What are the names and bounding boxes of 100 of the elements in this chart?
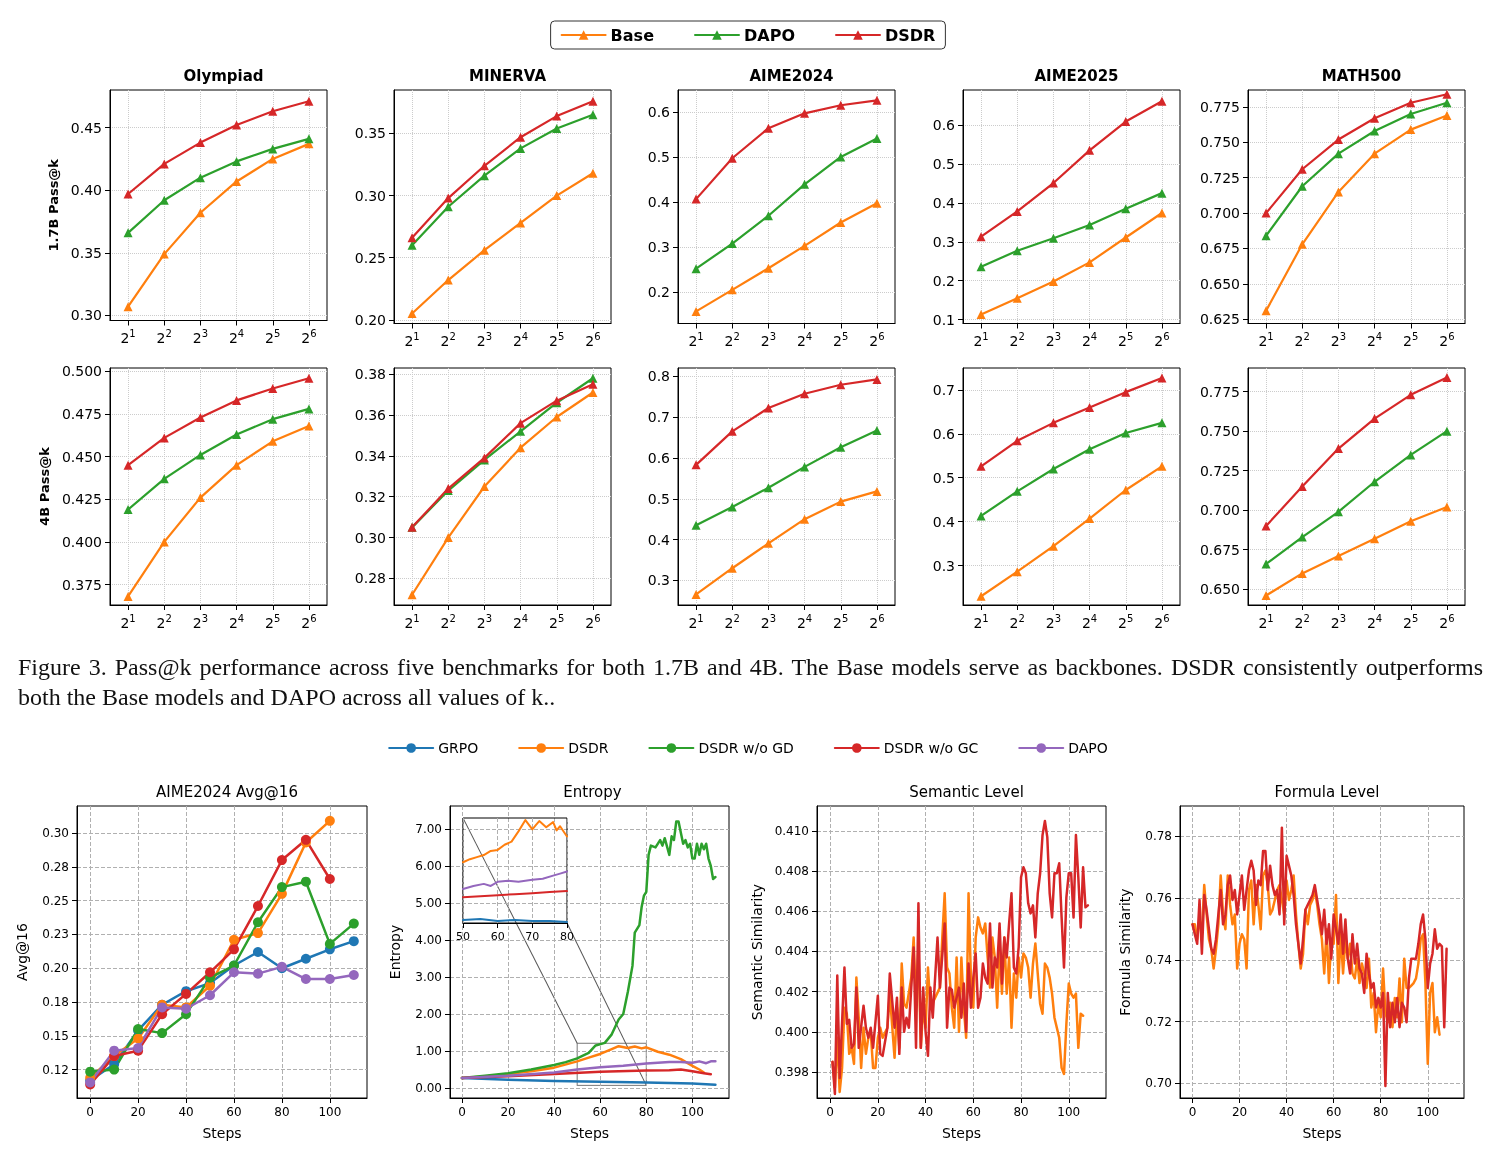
point [800, 514, 810, 524]
x-axis-title: Steps [941, 1125, 982, 1141]
y-tick-label: 0.2 [647, 284, 670, 301]
point [1333, 551, 1343, 561]
y-tick-label: 0.8 [647, 368, 670, 385]
legend-label: DAPO [1068, 740, 1108, 756]
point [1261, 591, 1271, 601]
x-tick-label: 100 [1416, 1105, 1440, 1119]
point [205, 967, 216, 978]
y-tick-label: 0.500 [61, 363, 102, 380]
y-tick-label: 0.7 [932, 381, 955, 398]
x-tick-label: 70 [525, 930, 540, 943]
y-tick-label: 0.400 [61, 533, 102, 550]
point [516, 426, 526, 436]
chart-title: AIME2024 Avg@16 [156, 782, 298, 801]
y-tick-label: 0.74 [1145, 952, 1172, 967]
point [1157, 188, 1167, 198]
chart-title: MINERVA [468, 66, 547, 85]
y-tick-label: 0.475 [61, 406, 102, 423]
point [232, 176, 242, 186]
point [1333, 149, 1343, 159]
point [479, 482, 489, 491]
y-tick-label: 0.408 [774, 864, 809, 879]
y-tick-label: 0.78 [1145, 829, 1172, 844]
point [159, 195, 169, 205]
y-tick-label: 0.2 [932, 272, 955, 289]
point [800, 179, 810, 189]
point [763, 123, 773, 133]
point [1085, 514, 1095, 524]
point [252, 928, 263, 939]
x-tick-label: 20 [1231, 1105, 1248, 1119]
y-tick-label: 0.5 [932, 155, 955, 172]
x-tick-label: 80 [1013, 1105, 1029, 1119]
line-series [460, 1060, 717, 1080]
y-tick-label: 0.7 [647, 409, 670, 426]
y-tick-label: 6.00 [415, 858, 442, 873]
point [1261, 306, 1271, 316]
y-tick-label: 0.36 [354, 406, 387, 423]
point [872, 134, 882, 143]
point [1048, 276, 1058, 286]
point [691, 589, 701, 599]
point [348, 969, 359, 980]
point [195, 173, 205, 183]
point [727, 426, 737, 436]
point [872, 374, 882, 384]
point [1370, 149, 1380, 159]
point [516, 418, 526, 428]
point [691, 460, 701, 470]
y-tick-label: 0.404 [774, 944, 809, 959]
point [1048, 541, 1058, 551]
point [109, 1064, 120, 1075]
point [1370, 126, 1380, 136]
y-tick-label: 0.00 [415, 1081, 442, 1096]
y-tick-label: 0.750 [1199, 134, 1240, 151]
x-tick-label: 80 [274, 1105, 290, 1119]
point [976, 310, 986, 320]
y-tick-label: 0.25 [354, 249, 386, 266]
point [976, 591, 986, 601]
y-tick-label: 0.30 [354, 187, 386, 204]
y-tick-label: 0.76 [1145, 891, 1172, 906]
point [407, 590, 417, 600]
y-tick-label: 2.00 [415, 1006, 442, 1021]
point [232, 460, 242, 470]
y-tick-label: 0.38 [354, 366, 386, 383]
y-tick-label: 0.72 [1145, 1014, 1172, 1029]
x-tick-label: 60 [226, 1105, 242, 1119]
point [588, 96, 598, 106]
y-axis-title: Entropy [387, 924, 403, 980]
point [324, 974, 335, 985]
point [268, 383, 278, 393]
x-tick-label: 0 [86, 1105, 94, 1119]
point [300, 974, 311, 985]
point [1012, 206, 1022, 216]
x-tick-label: 40 [1278, 1105, 1295, 1119]
point [123, 460, 133, 470]
line-series [1191, 826, 1448, 1088]
point [763, 403, 773, 413]
point [1048, 178, 1058, 188]
x-tick-label: 100 [1057, 1105, 1081, 1119]
point [157, 1028, 168, 1039]
point [800, 241, 810, 251]
point [109, 1045, 120, 1056]
y-tick-label: 0.20 [42, 961, 69, 976]
x-tick-label: 80 [638, 1105, 654, 1119]
chart-title: MATH500 [1321, 66, 1402, 85]
y-tick-label: 5.00 [415, 895, 442, 910]
y-tick-label: 0.28 [354, 570, 386, 587]
x-tick-label: 80 [560, 930, 574, 943]
point [228, 944, 239, 955]
point [232, 395, 242, 405]
x-tick-label: 40 [917, 1105, 934, 1119]
point [123, 505, 133, 515]
y-tick-label: 0.5 [647, 490, 670, 507]
x-tick-label: 40 [546, 1105, 562, 1119]
point [1012, 293, 1022, 303]
x-tick-label: 20 [130, 1105, 146, 1119]
y-tick-label: 0.625 [1199, 311, 1240, 328]
point [1085, 220, 1095, 230]
point [268, 106, 278, 116]
point [516, 132, 526, 142]
